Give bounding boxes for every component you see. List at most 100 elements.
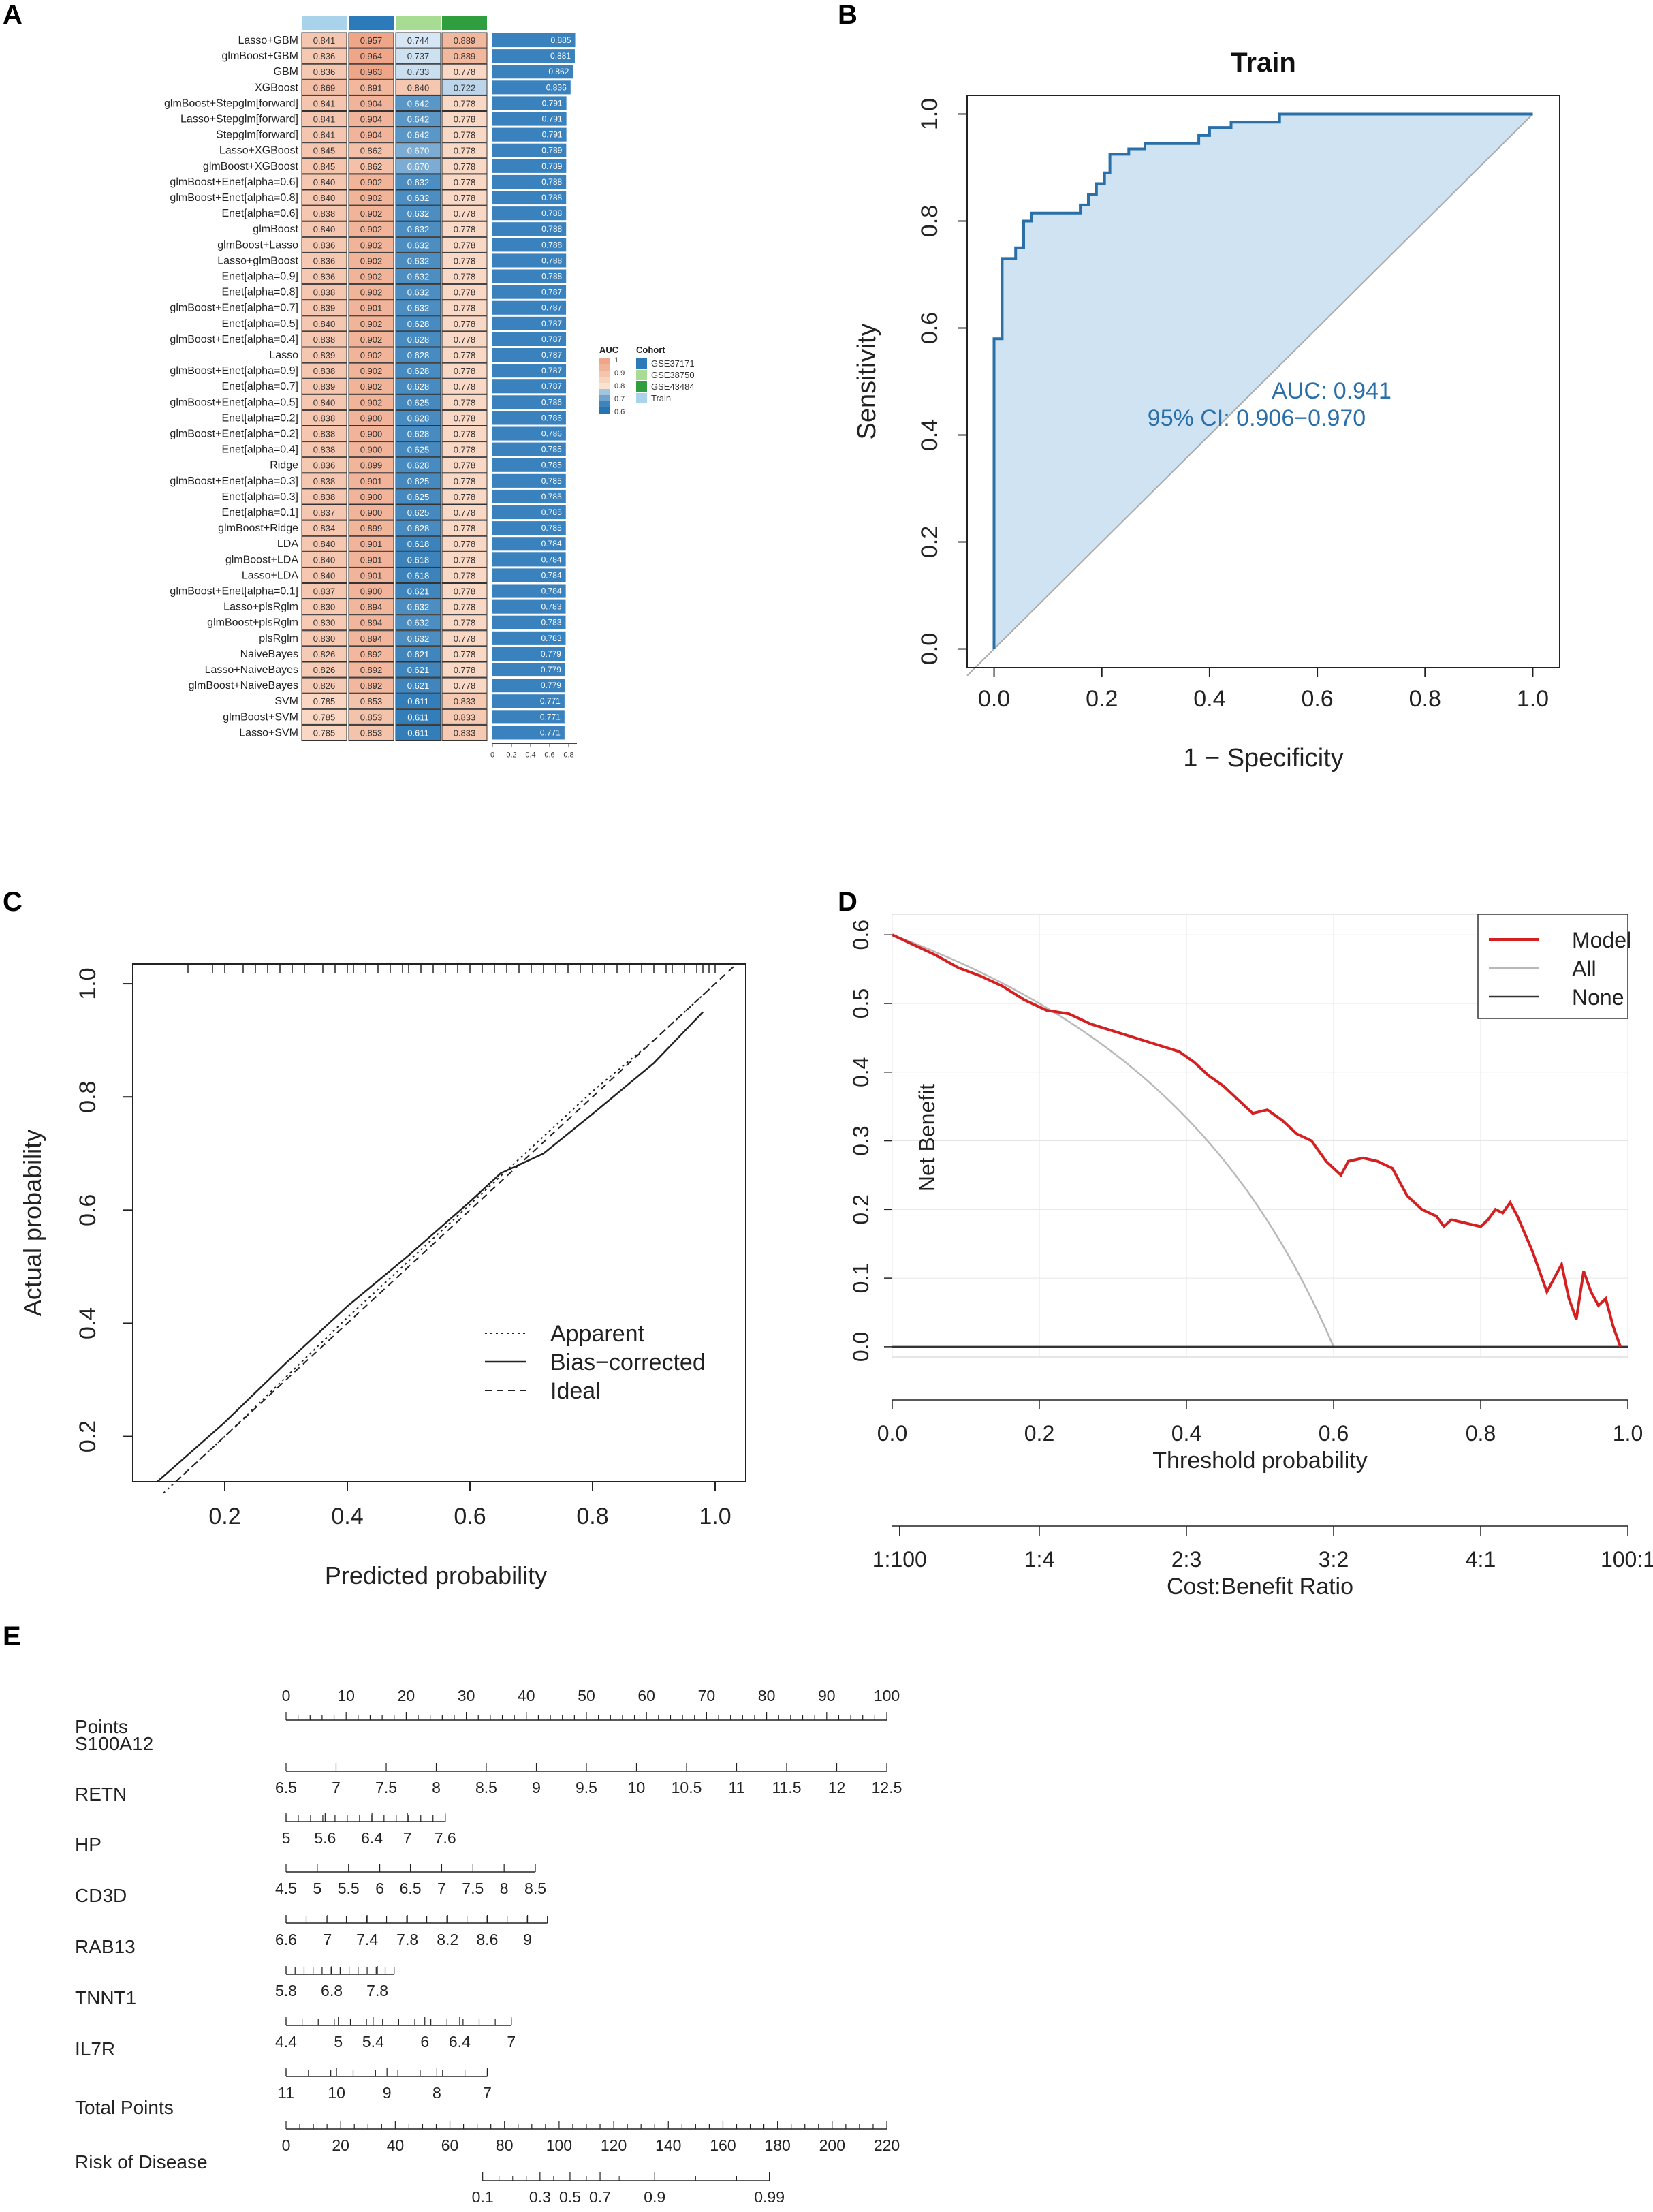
mean-auc-value: 0.787 [541, 334, 562, 344]
mean-auc-bar [492, 599, 566, 614]
mean-auc-bar [492, 174, 567, 189]
nomogram-tick-label: 5.8 [275, 1982, 297, 1999]
mean-auc-bar [492, 426, 566, 441]
heat-cell-value: 0.901 [360, 476, 383, 486]
bar-axis-tick-label: 0.6 [544, 751, 554, 760]
nomogram-tick-label: 9 [383, 2084, 392, 2102]
row-label: GBM [274, 66, 298, 78]
nomogram-tick-label: 5.6 [314, 1829, 336, 1847]
heat-cell [348, 284, 394, 300]
heat-cell [348, 599, 394, 615]
heat-cell-value: 0.901 [360, 539, 383, 549]
heat-cell [348, 63, 394, 80]
heat-cell-value: 0.899 [360, 523, 383, 533]
heat-cell-value: 0.621 [407, 681, 430, 691]
heat-cell-value: 0.837 [313, 587, 336, 597]
nomogram-tick-label: 7.5 [462, 1880, 484, 1897]
mean-auc-value: 0.791 [542, 98, 563, 108]
heat-cell [395, 457, 441, 473]
mean-auc-value: 0.788 [541, 177, 562, 187]
nomogram-tick-label: 7 [332, 1779, 341, 1796]
heat-cell [441, 300, 488, 316]
nomogram-tick-label: 10 [337, 1687, 355, 1704]
heat-cell [395, 520, 441, 536]
mean-auc-bar [492, 663, 565, 677]
heat-cell [395, 174, 441, 190]
heat-cell [395, 205, 441, 221]
heat-cell [395, 331, 441, 347]
heat-cell-value: 0.869 [313, 82, 336, 93]
heat-cell-value: 0.778 [454, 570, 476, 580]
heat-cell-value: 0.841 [313, 130, 336, 140]
heat-cell [301, 347, 347, 363]
row-label: glmBoost+Stepglm[forward] [164, 97, 298, 109]
mean-auc-bar [492, 143, 567, 157]
total-points-tick-label: 80 [496, 2136, 514, 2154]
ratio-axis-label: Cost:Benefit Ratio [1167, 1574, 1353, 1600]
heat-cell-value: 0.778 [454, 523, 476, 533]
mean-auc-value: 0.771 [540, 696, 561, 706]
row-label: glmBoost+Lasso [217, 239, 298, 251]
heat-cell [395, 614, 441, 631]
heat-cell-value: 0.862 [360, 161, 383, 172]
heat-cell-value: 0.839 [313, 381, 336, 392]
nomogram-row-label: S100A12 [75, 1733, 153, 1754]
nomogram-tick-label: 0 [282, 1687, 291, 1704]
heat-cell [301, 95, 347, 111]
heat-cell-value: 0.778 [454, 240, 476, 250]
heat-cell [301, 426, 347, 442]
nomogram-tick-label: 4.5 [275, 1880, 297, 1897]
heat-cell [395, 677, 441, 694]
auc-legend-tick: 0.6 [614, 408, 625, 416]
heatmap-panel: Lasso+GBM 0.841 0.957 0.744 0.889 0.885 glmBoo… [164, 16, 695, 760]
heat-cell [441, 347, 488, 363]
heat-cell [395, 189, 441, 206]
nomogram-tick-label: 90 [818, 1687, 836, 1704]
nomogram-tick-label: 11.5 [772, 1779, 801, 1796]
nomogram-tick-label: 30 [458, 1687, 475, 1704]
heat-cell-value: 0.904 [360, 130, 383, 140]
heat-cell-value: 0.778 [454, 445, 476, 455]
mean-auc-bar [492, 521, 566, 535]
heat-cell [441, 331, 488, 347]
nomogram-tick-label: 7.4 [356, 1931, 378, 1948]
row-label: glmBoost+Enet[alpha=0.8] [170, 192, 298, 204]
heat-cell-value: 0.621 [407, 649, 430, 659]
heat-cell [301, 630, 347, 647]
heat-cell-value: 0.902 [360, 240, 383, 250]
row-label: Lasso+NaiveBayes [205, 664, 298, 676]
heat-cell-value: 0.628 [407, 381, 430, 392]
auc-legend-tick: 0.8 [614, 382, 625, 390]
y-tick-label: 0.4 [849, 1057, 873, 1087]
heat-cell-value: 0.901 [360, 570, 383, 580]
heat-cell-value: 0.778 [454, 492, 476, 502]
heat-cell-value: 0.839 [313, 350, 336, 360]
heat-cell-value: 0.892 [360, 665, 383, 675]
mean-auc-bar [492, 159, 567, 173]
total-points-tick-label: 120 [601, 2136, 627, 2154]
mean-auc-bar [492, 253, 567, 268]
heat-cell [348, 504, 394, 520]
heat-cell [441, 142, 488, 159]
heat-cell-value: 0.632 [407, 255, 430, 266]
mean-auc-value: 0.787 [541, 381, 562, 391]
heat-cell [301, 646, 347, 662]
auc-legend-swatch [599, 395, 610, 401]
mean-auc-bar [492, 411, 566, 425]
mean-auc-value: 0.787 [541, 319, 562, 328]
heat-cell [301, 708, 347, 725]
x-tick-label: 0.4 [1171, 1421, 1201, 1446]
heat-cell [348, 111, 394, 127]
heat-cell [301, 394, 347, 410]
mean-auc-bar [492, 631, 566, 645]
heat-cell [301, 268, 347, 285]
heat-cell [441, 174, 488, 190]
heat-cell-value: 0.853 [360, 712, 383, 722]
mean-auc-bar [492, 473, 566, 488]
heat-cell-value: 0.902 [360, 350, 383, 360]
mean-auc-bar [492, 679, 565, 693]
heat-cell-value: 0.902 [360, 193, 383, 203]
heat-cell-value: 0.840 [407, 82, 430, 93]
nomogram-tick-label: 8.5 [475, 1779, 497, 1796]
heat-cell-value: 0.900 [360, 445, 383, 455]
